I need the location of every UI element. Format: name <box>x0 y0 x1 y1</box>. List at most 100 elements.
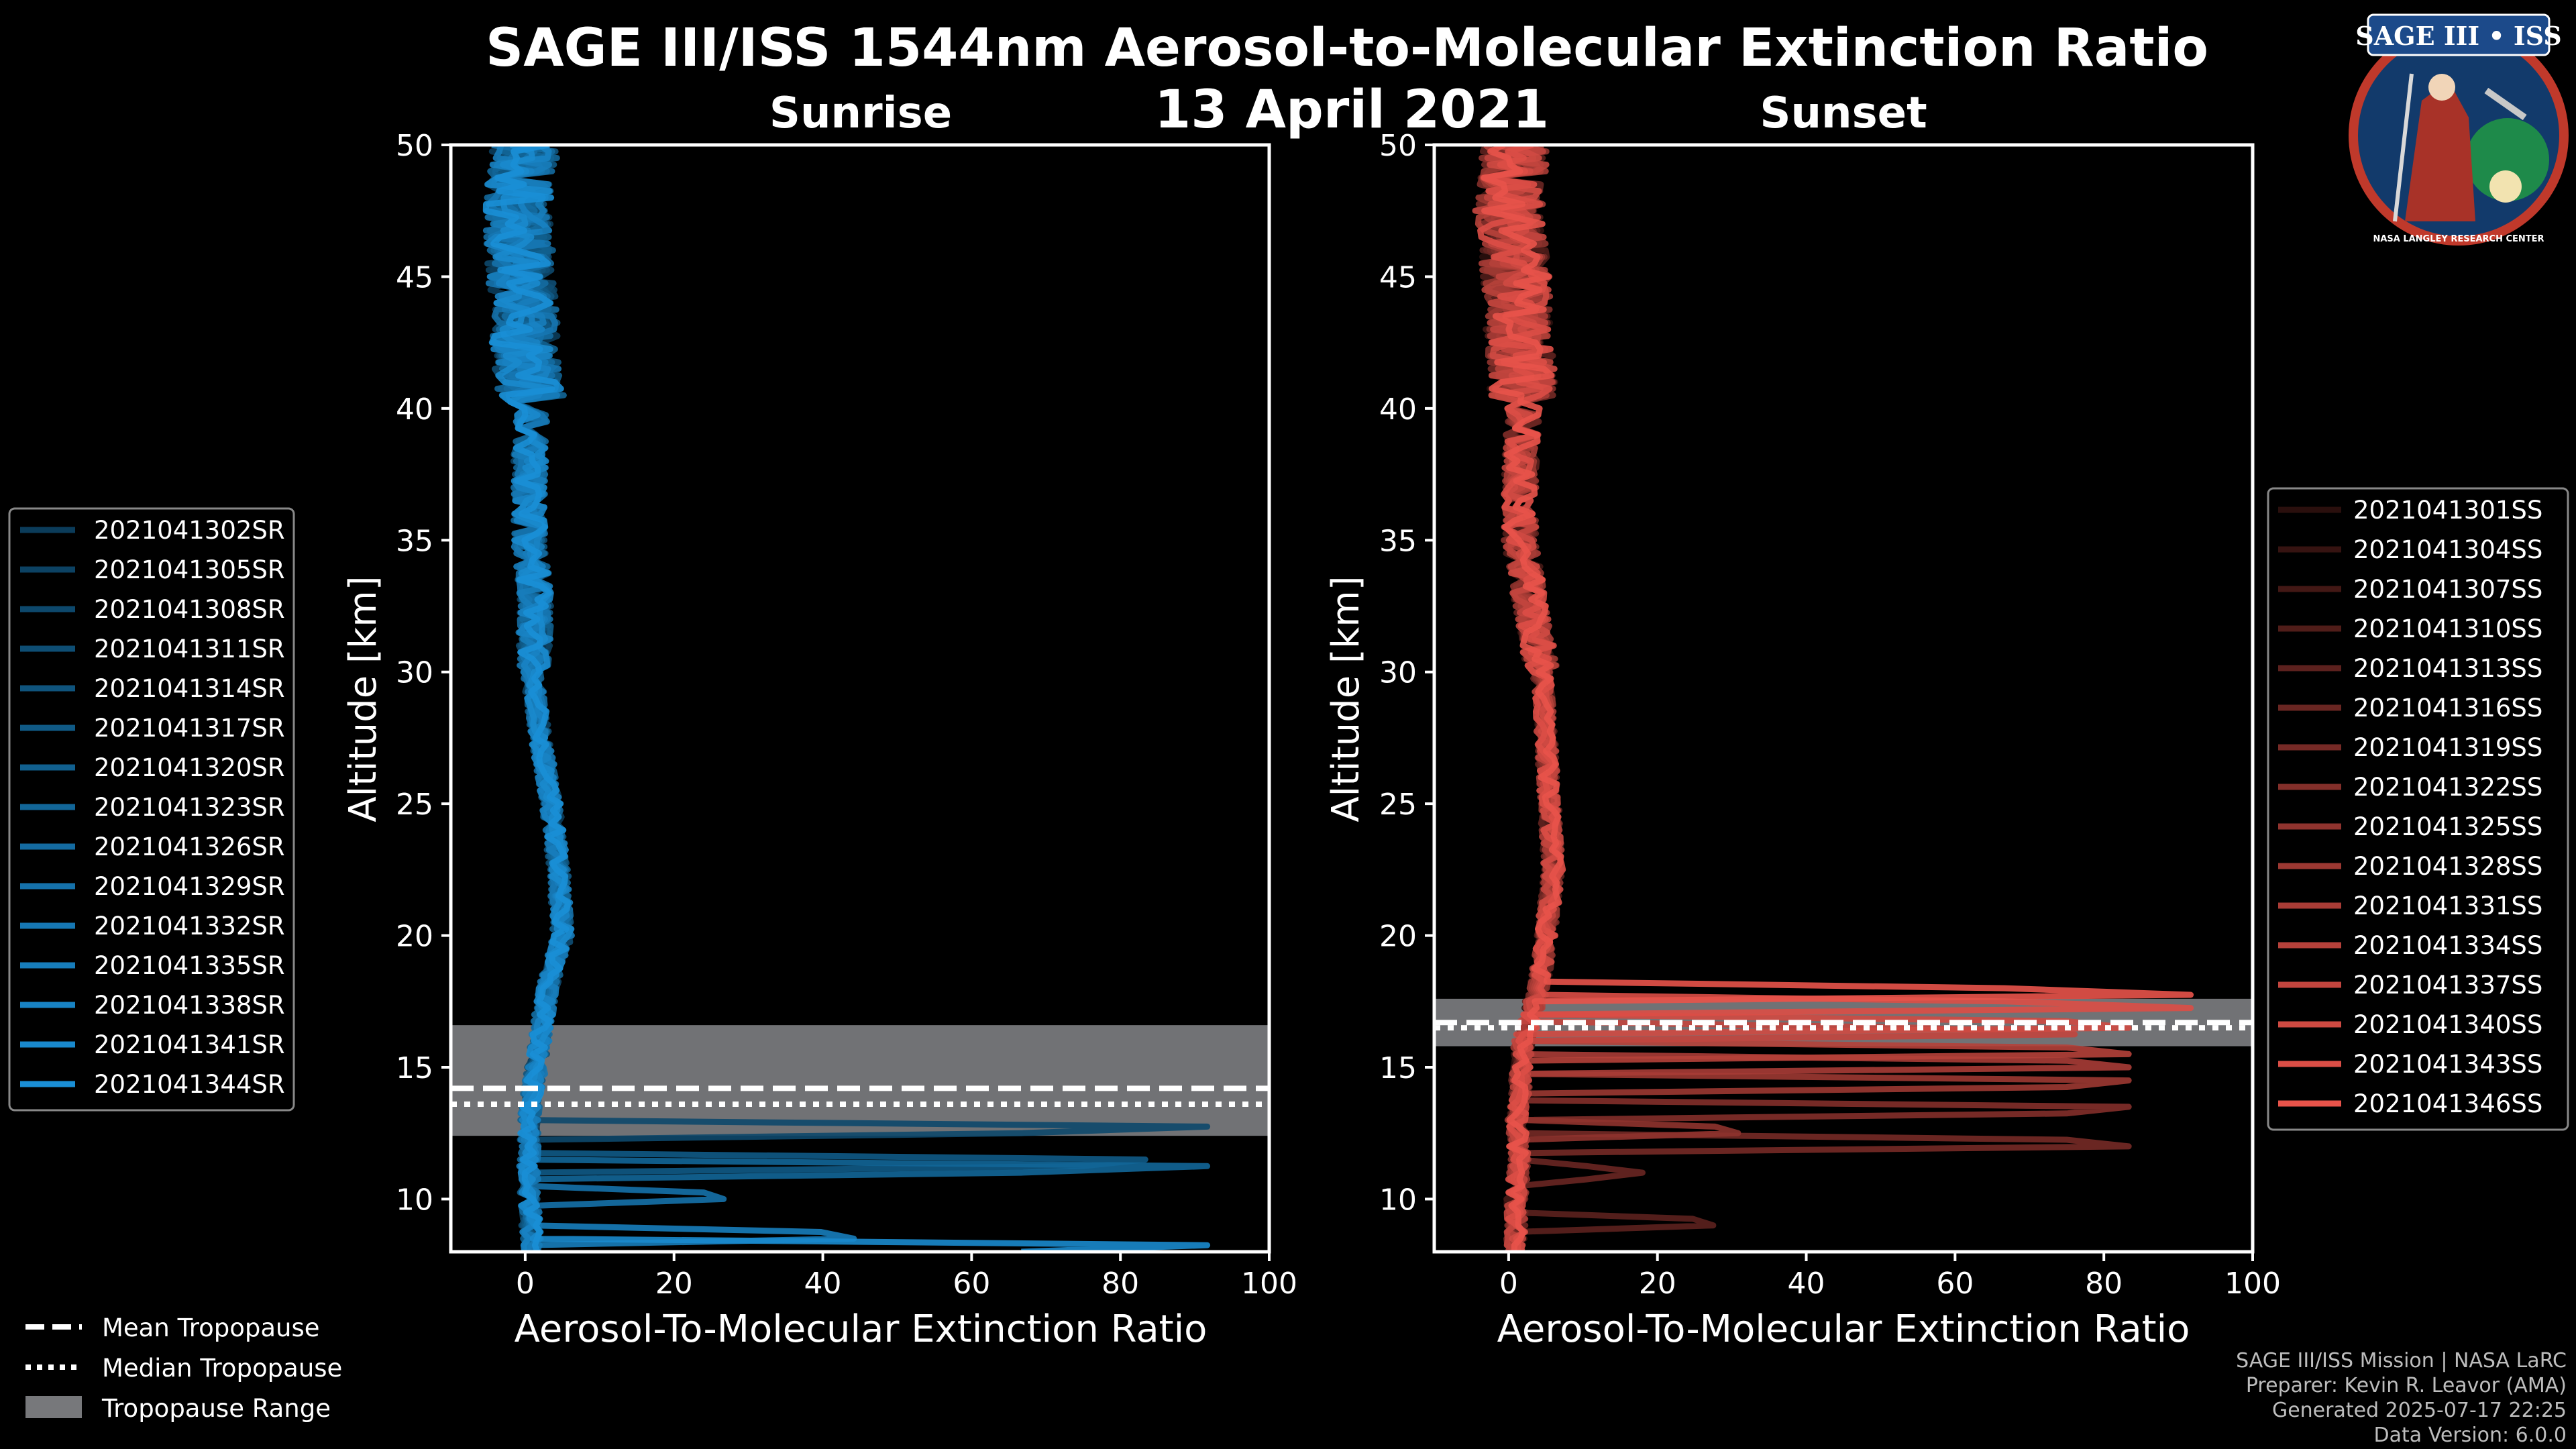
sunset-legend-label: 2021041334SS <box>2353 931 2542 960</box>
sunset-x-tick-label: 60 <box>1936 1267 1974 1301</box>
logo-figure <box>2405 80 2475 221</box>
sunrise-y-tick-label: 30 <box>396 656 433 690</box>
logo-sun <box>2489 170 2522 203</box>
sunset-legend-label: 2021041337SS <box>2353 971 2542 1000</box>
sunrise-y-axis-label: Altitude [km] <box>341 576 385 822</box>
sunrise-profile-line <box>482 145 571 1252</box>
sunrise-x-tick-label: 100 <box>1241 1267 1297 1301</box>
sunset-panel: Sunset Altitude [km] Aerosol-To-Molecula… <box>1324 89 2281 1351</box>
sunrise-y-tick-label: 15 <box>396 1051 433 1085</box>
sunset-legend-label: 2021041310SS <box>2353 614 2542 643</box>
sunset-legend-label: 2021041313SS <box>2353 654 2542 683</box>
logo-banner <box>2367 13 2551 56</box>
median-tropopause-label: Median Tropopause <box>102 1354 342 1383</box>
sunset-legend-label: 2021041322SS <box>2353 773 2542 802</box>
credit-mission: SAGE III/ISS Mission | NASA LaRC <box>2236 1349 2567 1373</box>
sunset-y-tick-label: 35 <box>1379 524 1417 558</box>
sunset-y-tick-label: 50 <box>1379 129 1417 163</box>
mean-tropopause-label: Mean Tropopause <box>102 1313 320 1342</box>
sunrise-legend-label: 2021041323SR <box>94 793 285 822</box>
tropopause-range-swatch <box>25 1396 82 1418</box>
credit-generated: Generated 2025-07-17 22:25 <box>2272 1399 2567 1422</box>
sunrise-legend-label: 2021041308SR <box>94 595 285 624</box>
sunrise-legend-label: 2021041305SR <box>94 555 285 584</box>
sunset-axes-frame <box>1432 143 2255 1254</box>
sage-iii-iss-logo: SAGE III • ISS NASA LANGLEY RESEARCH CEN… <box>2349 13 2569 246</box>
credit-data-version: Data Version: 6.0.0 <box>2374 1424 2567 1447</box>
figure-date: 13 April 2021 <box>1155 80 1549 140</box>
sunset-y-tick-label: 10 <box>1379 1183 1417 1217</box>
sunrise-axes-frame <box>449 143 1271 1254</box>
sunset-legend: 2021041301SS 2021041304SS 2021041307SS 2021… <box>2267 487 2569 1131</box>
sunset-legend-label: 2021041307SS <box>2353 575 2542 604</box>
sunset-legend-frame <box>2267 487 2569 1131</box>
sunset-panel-title: Sunset <box>1760 89 1927 138</box>
sunrise-panel: Sunrise Altitude [km] Aerosol-To-Molecul… <box>341 89 1297 1351</box>
sunrise-panel-title: Sunrise <box>769 89 952 138</box>
sunset-legend-label: 2021041340SS <box>2353 1010 2542 1039</box>
sunrise-y-tick-label: 10 <box>396 1183 433 1217</box>
sunset-x-tick-label: 100 <box>2224 1267 2281 1301</box>
sunset-legend-label: 2021041301SS <box>2353 496 2542 525</box>
tropopause-legend: Mean Tropopause Median Tropopause Tropop… <box>25 1313 342 1423</box>
credits: SAGE III/ISS Mission | NASA LaRC Prepare… <box>2236 1349 2567 1447</box>
sunset-y-tick-label: 15 <box>1379 1051 1417 1085</box>
sunrise-x-axis-label: Aerosol-To-Molecular Extinction Ratio <box>515 1307 1208 1351</box>
logo-station <box>2484 87 2527 121</box>
sunrise-legend-label: 2021041329SR <box>94 872 285 901</box>
sunrise-legend-label: 2021041314SR <box>94 674 285 703</box>
logo-title: SAGE III • ISS <box>2355 21 2561 51</box>
sunset-legend-label: 2021041331SS <box>2353 892 2542 920</box>
sunset-y-axis-label: Altitude [km] <box>1324 576 1368 822</box>
sunrise-legend-label: 2021041344SR <box>94 1070 285 1099</box>
sunset-legend-label: 2021041328SS <box>2353 852 2542 881</box>
sunrise-y-tick-label: 40 <box>396 392 433 427</box>
logo-earth <box>2466 118 2549 201</box>
sunrise-legend-label: 2021041311SR <box>94 635 285 663</box>
sunrise-y-tick-label: 50 <box>396 129 433 163</box>
sunrise-legend-label: 2021041326SR <box>94 833 285 861</box>
logo-staff <box>2393 73 2414 222</box>
sunset-legend-label: 2021041343SS <box>2353 1050 2542 1079</box>
sunrise-x-tick-label: 0 <box>516 1267 535 1301</box>
tropopause-range-label: Tropopause Range <box>101 1394 331 1423</box>
figure-title: SAGE III/ISS 1544nm Aerosol-to-Molecular… <box>486 18 2208 78</box>
sunset-y-tick-label: 20 <box>1379 920 1417 954</box>
sunset-y-tick-label: 40 <box>1379 392 1417 427</box>
sunrise-x-tick-label: 20 <box>655 1267 693 1301</box>
sunrise-x-tick-label: 40 <box>804 1267 842 1301</box>
credit-preparer: Preparer: Kevin R. Leavor (AMA) <box>2246 1374 2567 1397</box>
sunset-legend-label: 2021041325SS <box>2353 812 2542 841</box>
sunrise-x-tick-label: 60 <box>953 1267 990 1301</box>
sunrise-legend-frame <box>8 507 295 1112</box>
sunset-plot-area <box>1434 145 2253 1252</box>
sunset-y-tick-label: 30 <box>1379 656 1417 690</box>
sunset-profile-line <box>1477 145 2194 1252</box>
sunset-x-tick-label: 20 <box>1639 1267 1676 1301</box>
sunrise-legend-label: 2021041320SR <box>94 753 285 782</box>
sunrise-tropopause-range <box>451 1025 1269 1136</box>
sunset-y-tick-label: 25 <box>1379 788 1417 822</box>
sunset-x-tick-label: 80 <box>2085 1267 2123 1301</box>
sunrise-legend-label: 2021041338SR <box>94 991 285 1020</box>
logo-figure-head <box>2428 74 2455 101</box>
sunset-legend-label: 2021041346SS <box>2353 1089 2542 1118</box>
sunrise-legend-label: 2021041341SR <box>94 1030 285 1059</box>
sunrise-legend: 2021041302SR 2021041305SR 2021041308SR 2021… <box>8 507 295 1112</box>
sunrise-legend-label: 2021041335SR <box>94 951 285 980</box>
sunset-x-tick-label: 40 <box>1788 1267 1825 1301</box>
sunrise-legend-label: 2021041332SR <box>94 912 285 941</box>
sunrise-x-tick-label: 80 <box>1102 1267 1139 1301</box>
sunset-y-tick-label: 45 <box>1379 260 1417 294</box>
sunrise-y-tick-label: 45 <box>396 260 433 294</box>
sunset-legend-label: 2021041304SS <box>2353 535 2542 564</box>
sunset-legend-label: 2021041319SS <box>2353 733 2542 762</box>
sunrise-y-tick-label: 35 <box>396 524 433 558</box>
sunrise-y-tick-label: 20 <box>396 920 433 954</box>
sunrise-y-tick-label: 25 <box>396 788 433 822</box>
sunset-legend-label: 2021041316SS <box>2353 694 2542 722</box>
sunrise-legend-label: 2021041317SR <box>94 714 285 743</box>
sunset-x-tick-label: 0 <box>1499 1267 1518 1301</box>
sunrise-legend-label: 2021041302SR <box>94 516 285 545</box>
